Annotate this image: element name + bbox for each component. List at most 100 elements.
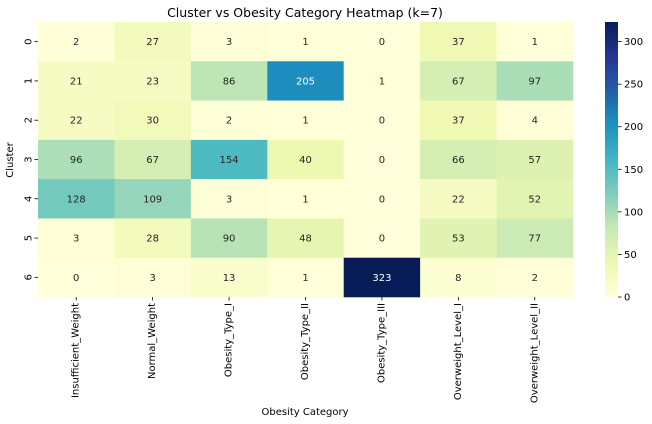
x-tick-label: Obesity_Type_III [376, 303, 387, 383]
colorbar-tick-label: 50 [624, 250, 637, 261]
colorbar-tick-label: 100 [624, 207, 643, 218]
cell-value-label: 1 [379, 76, 385, 87]
cell-value-label: 48 [299, 234, 312, 245]
cell-value-label: 1 [302, 194, 308, 205]
x-tick-label: Overweight_Level_I [453, 303, 464, 400]
cell-value-label: 128 [67, 194, 86, 205]
x-tick-label: Obesity_Type_I [224, 303, 235, 377]
heatmap-cell [496, 218, 574, 259]
heatmap-cell [267, 218, 345, 259]
cell-value-label: 22 [70, 116, 83, 127]
cell-value-label: 0 [379, 234, 385, 245]
cell-value-label: 86 [223, 76, 236, 87]
heatmap-cell [420, 139, 497, 180]
heatmap-cell [420, 61, 497, 101]
y-tick-label: 0 [24, 38, 35, 44]
colorbar [605, 22, 618, 297]
colorbar-tick-label: 0 [624, 293, 630, 304]
cell-value-label: 0 [73, 273, 79, 284]
heatmap-cell [114, 22, 192, 62]
y-tick-label: 2 [24, 117, 35, 123]
heatmap-cell [420, 22, 497, 62]
y-tick-label: 1 [24, 78, 35, 84]
cell-value-label: 67 [452, 76, 465, 87]
cell-value-label: 1 [302, 273, 308, 284]
cell-value-label: 96 [70, 155, 83, 166]
colorbar-tick-label: 300 [624, 37, 643, 48]
y-tick-labels: 0 1 2 3 4 5 6 [24, 38, 38, 281]
cell-value-label: 3 [149, 273, 155, 284]
cell-value-label: 57 [528, 155, 541, 166]
cell-value-label: 2 [532, 273, 538, 284]
cell-value-label: 1 [302, 37, 308, 48]
colorbar-tick-label: 250 [624, 80, 643, 91]
y-tick-label: 3 [24, 156, 35, 162]
cell-value-label: 2 [226, 116, 232, 127]
heatmap-cell [496, 22, 574, 62]
cell-value-label: 323 [372, 273, 391, 284]
cell-value-label: 3 [226, 194, 232, 205]
cell-value-label: 0 [379, 194, 385, 205]
heatmap-cell [267, 257, 345, 298]
heatmap-cell [420, 100, 497, 141]
heatmap-cell [114, 61, 192, 101]
x-tick-label: Normal_Weight [147, 303, 158, 379]
cell-value-label: 28 [146, 234, 159, 245]
heatmap-cell [496, 61, 574, 101]
cell-value-label: 90 [223, 234, 236, 245]
cell-value-label: 66 [452, 155, 465, 166]
colorbar-ticks: 0 50 100 150 200 250 300 [618, 37, 643, 304]
cell-value-label: 2 [73, 37, 79, 48]
heatmap-cell [190, 61, 268, 101]
cell-value-label: 205 [296, 76, 315, 87]
colorbar-tick-label: 200 [624, 122, 643, 133]
cell-value-label: 8 [455, 273, 461, 284]
cell-value-label: 3 [73, 234, 79, 245]
heatmap-cell [190, 139, 268, 180]
cell-value-label: 52 [528, 194, 541, 205]
heatmap-cell [420, 179, 497, 219]
heatmap-cell [38, 61, 115, 101]
cell-value-label: 154 [220, 155, 239, 166]
chart-title: Cluster vs Obesity Category Heatmap (k=7… [167, 5, 443, 20]
cell-value-label: 37 [452, 116, 465, 127]
heatmap-cell [496, 179, 574, 219]
cell-value-label: 21 [70, 76, 83, 87]
cell-value-label: 22 [452, 194, 465, 205]
heatmap-cell [267, 139, 345, 180]
heatmap-cell [38, 139, 115, 180]
heatmap-cell [38, 218, 115, 259]
heatmap-cell [267, 22, 345, 62]
heatmap-cell [190, 100, 268, 141]
cell-value-label: 77 [528, 234, 541, 245]
cell-value-label: 30 [146, 116, 159, 127]
heatmap-cell [343, 218, 421, 259]
x-tick-label: Insufficient_Weight [71, 303, 82, 398]
heatmap-cell [114, 257, 192, 298]
heatmap-cell [267, 179, 345, 219]
heatmap-cell [267, 100, 345, 141]
heatmap-cell [267, 61, 345, 101]
cell-value-label: 37 [452, 37, 465, 48]
cell-value-label: 4 [532, 116, 538, 127]
cell-value-label: 23 [146, 76, 159, 87]
y-tick-label: 4 [24, 196, 35, 202]
cell-value-label: 40 [299, 155, 312, 166]
cell-value-label: 97 [528, 76, 541, 87]
x-tick-labels: Insufficient_Weight Normal_Weight Obesity_… [71, 297, 540, 403]
heatmap-cell [343, 257, 421, 298]
heatmap-cell [114, 100, 192, 141]
x-tick-label: Obesity_Type_II [300, 303, 311, 380]
cell-value-label: 0 [379, 116, 385, 127]
y-axis-label: Cluster [5, 141, 16, 177]
x-tick-label: Overweight_Level_II [529, 303, 540, 403]
heatmap-cell [343, 22, 421, 62]
heatmap-cell [343, 179, 421, 219]
heatmap-cell [190, 22, 268, 62]
colorbar-tick-label: 150 [624, 165, 643, 176]
cell-value-label: 67 [146, 155, 159, 166]
heatmap-cell [343, 61, 421, 101]
heatmap-cell [38, 257, 115, 298]
